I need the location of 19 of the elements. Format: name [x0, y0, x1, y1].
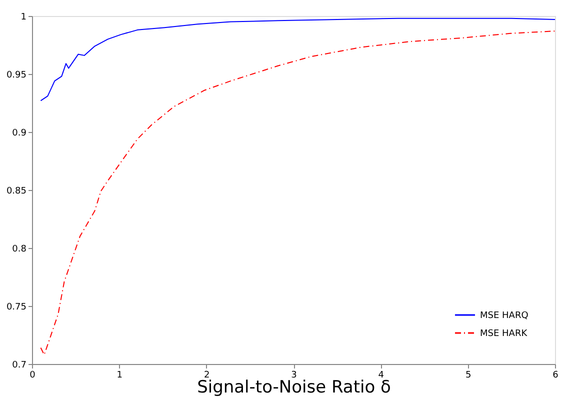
y-tick-label: 0.7	[12, 360, 26, 370]
x-tick-label: 3	[291, 370, 297, 380]
y-tick-label: 0.85	[6, 186, 26, 196]
x-tick-label: 2	[204, 370, 210, 380]
y-tick-label: 0.75	[6, 302, 26, 312]
x-tick-label: 0	[30, 370, 36, 380]
y-tick-label: 0.8	[12, 244, 27, 254]
x-tick-label: 6	[552, 370, 559, 380]
y-tick-label: 0.9	[12, 128, 27, 138]
line-series	[40, 18, 556, 102]
x-tick-label: 5	[465, 370, 472, 380]
legend-label: MSE HARQ	[480, 311, 528, 321]
y-tick-label: 1	[20, 12, 26, 22]
x-axis-title: Signal-to-Noise Ratio δ	[197, 378, 391, 398]
x-tick-label: 1	[116, 370, 123, 380]
legend-label: MSE HARK	[480, 329, 528, 339]
line-series	[40, 30, 556, 356]
y-tick-label: 0.95	[6, 70, 26, 80]
x-tick-label: 4	[378, 370, 384, 380]
